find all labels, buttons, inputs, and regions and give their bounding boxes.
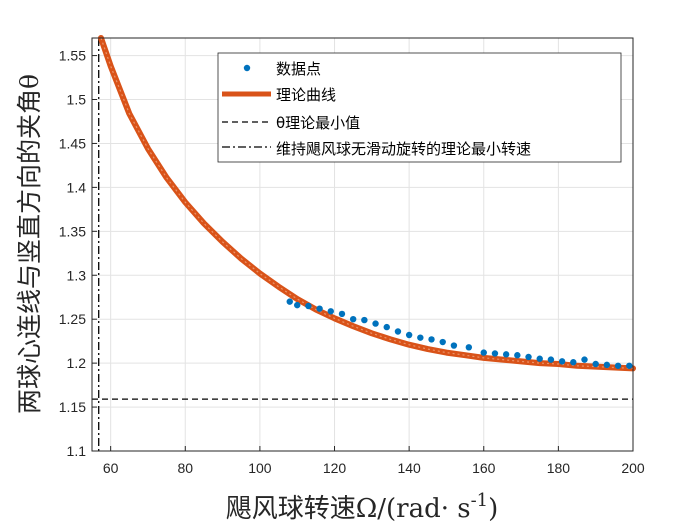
theory-curve-texture bbox=[100, 37, 634, 369]
data-point bbox=[428, 336, 435, 343]
y-tick-label: 1.5 bbox=[67, 92, 87, 108]
x-axis-label: 飓风球转速Ω/(rad· s-1) bbox=[226, 490, 499, 524]
legend-label-curve: 理论曲线 bbox=[276, 86, 336, 104]
y-tick-label: 1.35 bbox=[59, 223, 86, 239]
data-point bbox=[450, 342, 458, 349]
x-axis-label-sup: -1 bbox=[471, 490, 489, 511]
data-point bbox=[547, 356, 555, 363]
data-point bbox=[614, 362, 622, 369]
data-point bbox=[305, 302, 312, 310]
data-point bbox=[286, 298, 293, 305]
data-point bbox=[405, 331, 413, 339]
x-tick-label: 200 bbox=[621, 460, 645, 476]
data-point bbox=[525, 353, 532, 361]
data-point bbox=[316, 305, 323, 312]
data-point bbox=[558, 358, 566, 365]
y-tick-label: 1.45 bbox=[59, 135, 86, 151]
x-tick-label: 180 bbox=[547, 460, 571, 476]
y-tick-label: 1.25 bbox=[59, 311, 86, 327]
legend-label-points: 数据点 bbox=[276, 60, 321, 78]
data-point bbox=[349, 315, 357, 323]
data-point bbox=[294, 301, 301, 309]
y-tick-label: 1.2 bbox=[67, 355, 87, 371]
y-tick-label: 1.4 bbox=[67, 179, 87, 195]
x-tick-label: 60 bbox=[103, 460, 119, 476]
legend: 数据点 理论曲线 θ理论最小值 维持飓风球无滑动旋转的理论最小转速 bbox=[217, 52, 622, 163]
data-points bbox=[286, 298, 633, 369]
y-axis-label: 两球心连线与竖直方向的夹角θ bbox=[15, 74, 44, 414]
y-tick-label: 1.1 bbox=[67, 443, 87, 459]
data-point bbox=[626, 362, 633, 369]
plot-frame bbox=[91, 37, 634, 452]
x-tick-label: 100 bbox=[248, 460, 272, 476]
data-point bbox=[327, 308, 334, 315]
y-tick-label: 1.3 bbox=[67, 267, 87, 283]
legend-box bbox=[217, 52, 622, 163]
legend-label-omega-min: 维持飓风球无滑动旋转的理论最小转速 bbox=[276, 140, 531, 158]
x-axis-label-close: ) bbox=[488, 494, 498, 524]
y-tick-label: 1.55 bbox=[59, 48, 86, 64]
data-point bbox=[581, 356, 588, 363]
reference-lines bbox=[92, 38, 633, 451]
data-point bbox=[338, 310, 346, 318]
data-point bbox=[536, 355, 543, 362]
data-point bbox=[439, 338, 446, 346]
x-tick-label: 120 bbox=[323, 460, 347, 476]
data-point bbox=[570, 359, 577, 366]
x-tick-label: 140 bbox=[397, 460, 421, 476]
x-tick-label: 80 bbox=[177, 460, 193, 476]
legend-marker-points bbox=[243, 64, 251, 72]
data-point bbox=[592, 360, 599, 368]
legend-label-theta-min: θ理论最小值 bbox=[276, 114, 360, 132]
data-point bbox=[491, 350, 499, 357]
data-point bbox=[480, 349, 487, 356]
data-point bbox=[394, 328, 402, 335]
data-point bbox=[417, 334, 424, 341]
y-tick-label: 1.15 bbox=[59, 399, 86, 415]
data-point bbox=[465, 344, 473, 351]
data-point bbox=[502, 351, 510, 358]
data-point bbox=[514, 352, 521, 359]
y-tick-labels: 1.1 1.15 1.2 1.25 1.3 1.35 1.4 1.45 1.5 1.55 bbox=[59, 48, 86, 459]
theory-curve bbox=[98, 35, 636, 372]
data-point bbox=[383, 323, 390, 331]
data-point bbox=[603, 361, 611, 369]
data-point bbox=[372, 320, 379, 327]
data-point bbox=[361, 316, 368, 324]
x-axis-label-main: 飓风球转速Ω/(rad· s bbox=[226, 494, 471, 524]
x-tick-labels: 60 80 100 120 140 160 180 200 bbox=[103, 460, 645, 476]
x-tick-label: 160 bbox=[472, 460, 496, 476]
